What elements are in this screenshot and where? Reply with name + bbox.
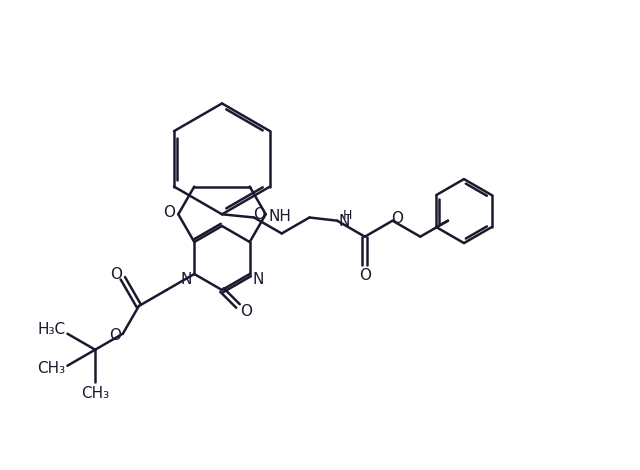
Text: O: O [163,205,175,220]
Text: CH₃: CH₃ [81,386,109,401]
Text: O: O [359,268,371,283]
Text: H₃C: H₃C [37,322,65,337]
Text: NH: NH [268,209,291,224]
Text: N: N [252,272,264,287]
Text: O: O [110,267,122,282]
Text: O: O [392,211,404,226]
Text: O: O [240,304,252,319]
Text: O: O [253,207,265,222]
Text: N: N [339,214,350,229]
Text: H: H [342,209,352,222]
Text: CH₃: CH₃ [37,361,65,376]
Text: N: N [180,272,192,287]
Text: O: O [109,328,121,343]
